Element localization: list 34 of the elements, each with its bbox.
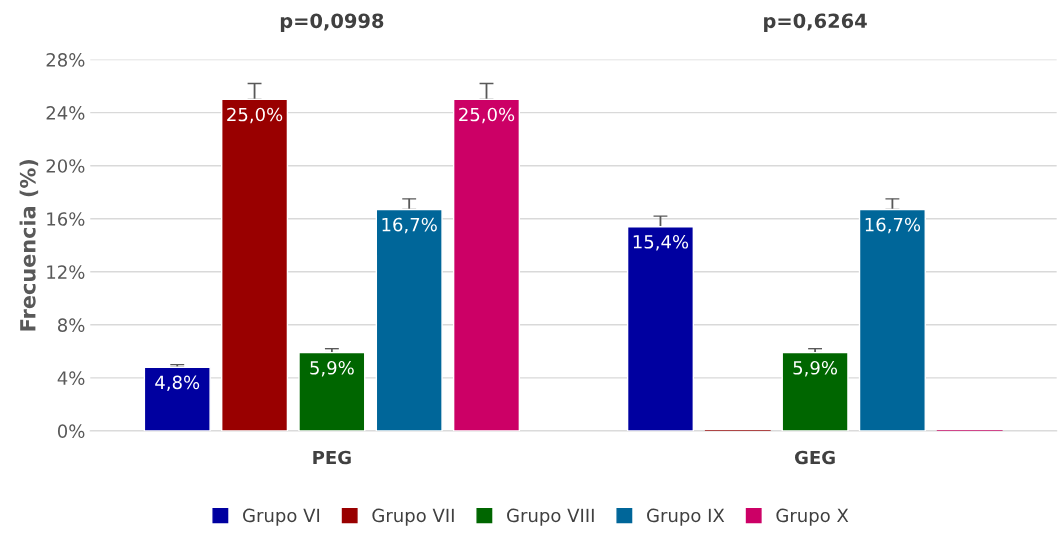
data-label: 15,4% (633, 234, 689, 251)
x-tick-label: PEG (313, 450, 351, 465)
text: p=0,6264 (764, 13, 867, 32)
y-axis-title: Frecuencia (%) (19, 159, 39, 331)
y-tick-label: 12% (47, 265, 85, 279)
data-label: 4,8% (155, 375, 200, 392)
data-label: 5,9% (793, 360, 838, 377)
data-label: 16,7% (865, 217, 921, 234)
data-label: 5,9% (310, 360, 354, 377)
bar (781, 351, 849, 431)
y-tick-label: 8% (57, 318, 85, 332)
legend-label: Grupo X (776, 508, 849, 526)
bar (452, 98, 521, 431)
legend-label: Grupo VII (372, 508, 454, 526)
y-tick-label: 28% (46, 53, 85, 67)
legend-label: Grupo IX (647, 508, 725, 526)
bar (626, 225, 695, 431)
x-tick-label: GEG (795, 450, 835, 465)
data-label: 25,0% (459, 107, 515, 124)
text: p=0,0998 (280, 13, 384, 32)
data-label: 25,0% (227, 107, 283, 124)
y-tick-label: 16% (47, 212, 85, 226)
bar (298, 351, 366, 431)
bar (221, 98, 289, 431)
y-tick-label: 20% (46, 159, 85, 173)
y-tick-label: 0% (57, 424, 85, 439)
bar (858, 208, 926, 431)
bar (375, 208, 443, 431)
legend-label: Grupo VI (243, 508, 320, 526)
legend-label: Grupo VIII (507, 508, 594, 526)
y-tick-label: 24% (46, 106, 85, 120)
data-label: 16,7% (382, 217, 437, 234)
y-tick-label: 4% (57, 371, 85, 385)
bar (143, 366, 211, 431)
